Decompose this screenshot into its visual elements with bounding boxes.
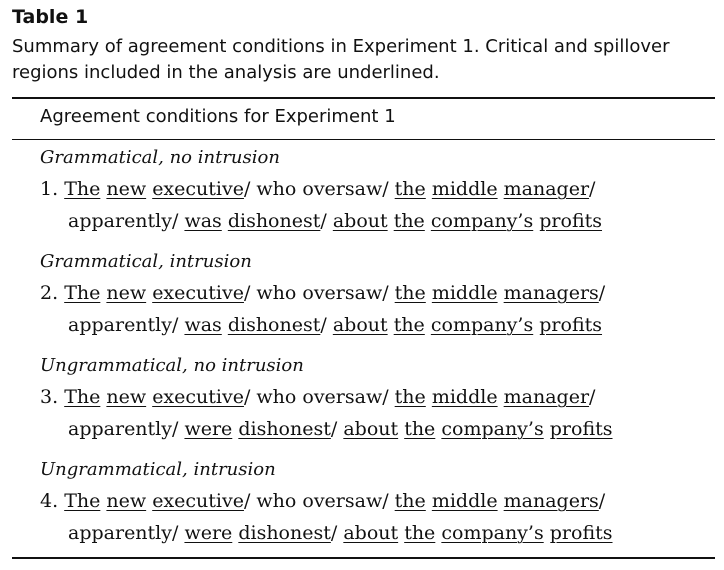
sentence-text: apparently/ xyxy=(68,210,185,232)
underlined-region: The xyxy=(64,386,101,408)
underlined-region: were xyxy=(184,522,233,544)
underlined-region: profits xyxy=(549,418,613,440)
underlined-region: the xyxy=(393,210,425,232)
underlined-region: profits xyxy=(549,522,613,544)
underlined-region: executive xyxy=(152,178,244,200)
sentence-text: / who oversaw/ xyxy=(243,386,395,408)
underlined-region: about xyxy=(332,314,388,336)
sentence-segments: apparently/ was dishonest/ about the com… xyxy=(68,314,602,336)
underlined-region: profits xyxy=(539,314,603,336)
underlined-region: new xyxy=(106,490,147,512)
table-caption: Summary of agreement conditions in Exper… xyxy=(12,36,670,83)
underlined-region: managers xyxy=(503,490,599,512)
sentence-line-1: 1. The new executive/ who oversaw/ the m… xyxy=(40,175,595,203)
sentence-text: / xyxy=(320,210,333,232)
underlined-region: new xyxy=(106,282,147,304)
sentence-text: / xyxy=(598,282,606,304)
sentence-segments: apparently/ were dishonest/ about the co… xyxy=(68,418,613,440)
underlined-region: was xyxy=(184,314,222,336)
sentence-text: / xyxy=(589,386,596,408)
underlined-region: middle xyxy=(431,282,498,304)
underlined-region: the xyxy=(404,418,436,440)
sentence-text: / who oversaw/ xyxy=(243,178,395,200)
underlined-region: the xyxy=(394,386,426,408)
sentence-text: / xyxy=(589,178,596,200)
underlined-region: new xyxy=(106,386,147,408)
underlined-region: The xyxy=(64,282,101,304)
underlined-region: managers xyxy=(503,282,599,304)
underlined-region: dishonest xyxy=(227,314,321,336)
sentence-text: / xyxy=(598,490,606,512)
underlined-region: was xyxy=(184,210,222,232)
underlined-region: new xyxy=(106,178,147,200)
sentence-line-1: 2. The new executive/ who oversaw/ the m… xyxy=(40,279,605,307)
underlined-region: the xyxy=(394,490,426,512)
sentence-segments: The new executive/ who oversaw/ the midd… xyxy=(64,282,605,304)
sentence-segments: The new executive/ who oversaw/ the midd… xyxy=(64,178,595,200)
sentence-segments: The new executive/ who oversaw/ the midd… xyxy=(64,386,595,408)
condition-number: 3. xyxy=(40,386,59,408)
underlined-region: the xyxy=(394,282,426,304)
underlined-region: dishonest xyxy=(238,418,331,440)
table-bottom-rule xyxy=(12,557,715,559)
condition-label: Grammatical, intrusion xyxy=(40,251,252,272)
underlined-region: dishonest xyxy=(238,522,331,544)
underlined-region: company’s xyxy=(430,210,534,232)
condition-number: 4. xyxy=(40,490,59,512)
underlined-region: manager xyxy=(503,386,590,408)
condition-label: Grammatical, no intrusion xyxy=(40,147,280,168)
table-header-rule xyxy=(12,139,715,140)
table-label: Table 1 xyxy=(12,6,89,28)
sentence-segments: apparently/ were dishonest/ about the co… xyxy=(68,522,613,544)
condition-number: 2. xyxy=(40,282,59,304)
sentence-text: apparently/ xyxy=(68,418,185,440)
underlined-region: manager xyxy=(503,178,590,200)
underlined-region: were xyxy=(184,418,233,440)
sentence-line-2: apparently/ were dishonest/ about the co… xyxy=(68,519,613,547)
table-top-rule xyxy=(12,97,715,99)
underlined-region: dishonest xyxy=(227,210,321,232)
underlined-region: The xyxy=(64,490,101,512)
sentence-text: / xyxy=(330,418,344,440)
underlined-region: executive xyxy=(152,282,244,304)
sentence-segments: apparently/ was dishonest/ about the com… xyxy=(68,210,602,232)
sentence-text: / xyxy=(320,314,333,336)
sentence-line-1: 3. The new executive/ who oversaw/ the m… xyxy=(40,383,595,411)
underlined-region: middle xyxy=(431,490,498,512)
sentence-text: / who oversaw/ xyxy=(243,282,395,304)
sentence-text: / who oversaw/ xyxy=(243,490,395,512)
condition-label: Ungrammatical, intrusion xyxy=(40,459,276,480)
sentence-line-2: apparently/ was dishonest/ about the com… xyxy=(68,207,602,235)
underlined-region: executive xyxy=(152,490,244,512)
underlined-region: about xyxy=(343,522,399,544)
underlined-region: about xyxy=(343,418,399,440)
sentence-line-1: 4. The new executive/ who oversaw/ the m… xyxy=(40,487,605,515)
underlined-region: middle xyxy=(431,178,498,200)
sentence-line-2: apparently/ were dishonest/ about the co… xyxy=(68,415,613,443)
underlined-region: the xyxy=(404,522,436,544)
underlined-region: the xyxy=(394,178,426,200)
underlined-region: the xyxy=(393,314,425,336)
table-column-header: Agreement conditions for Experiment 1 xyxy=(40,106,396,127)
sentence-text: apparently/ xyxy=(68,522,185,544)
underlined-region: company’s xyxy=(430,314,534,336)
condition-number: 1. xyxy=(40,178,59,200)
underlined-region: middle xyxy=(431,386,498,408)
underlined-region: company’s xyxy=(441,418,544,440)
sentence-text: / xyxy=(330,522,344,544)
underlined-region: about xyxy=(332,210,388,232)
sentence-line-2: apparently/ was dishonest/ about the com… xyxy=(68,311,602,339)
underlined-region: executive xyxy=(152,386,244,408)
sentence-segments: The new executive/ who oversaw/ the midd… xyxy=(64,490,605,512)
condition-label: Ungrammatical, no intrusion xyxy=(40,355,304,376)
underlined-region: profits xyxy=(539,210,603,232)
underlined-region: The xyxy=(64,178,101,200)
sentence-text: apparently/ xyxy=(68,314,185,336)
underlined-region: company’s xyxy=(441,522,544,544)
